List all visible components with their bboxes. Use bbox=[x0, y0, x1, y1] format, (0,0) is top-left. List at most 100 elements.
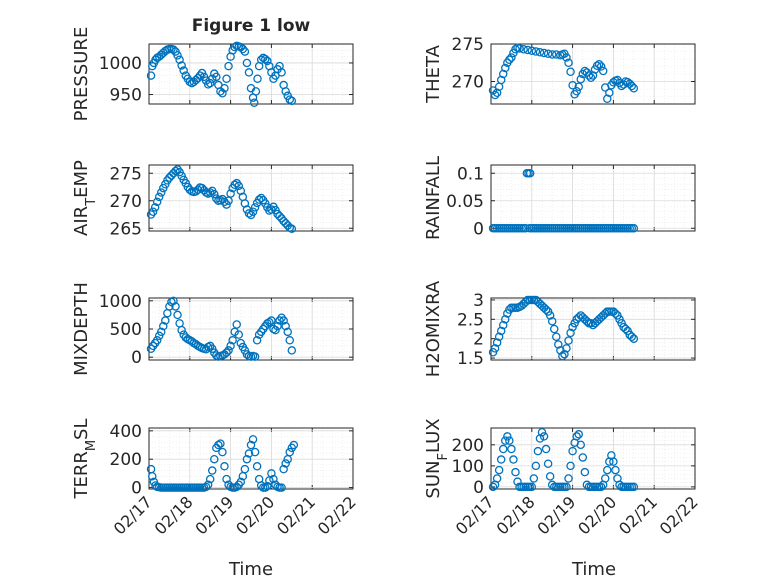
data-point bbox=[574, 82, 583, 92]
data-point bbox=[203, 80, 213, 89]
data-point bbox=[244, 209, 254, 218]
data-point bbox=[207, 74, 217, 83]
data-point bbox=[527, 482, 537, 492]
data-point bbox=[505, 436, 514, 445]
data-point bbox=[554, 340, 563, 349]
data-point bbox=[154, 192, 164, 202]
data-point bbox=[156, 327, 166, 337]
data-point bbox=[261, 483, 270, 492]
y-tick-label: 275 bbox=[452, 35, 484, 55]
y-tick-label: 0 bbox=[473, 219, 484, 239]
data-point bbox=[584, 71, 594, 80]
y-tick-label: 500 bbox=[110, 320, 142, 340]
data-point bbox=[185, 185, 195, 194]
data-point bbox=[212, 194, 221, 203]
data-point bbox=[250, 447, 260, 457]
data-point bbox=[509, 455, 518, 464]
data-point bbox=[242, 454, 252, 464]
data-point bbox=[490, 90, 500, 100]
data-point bbox=[224, 346, 233, 355]
data-point bbox=[609, 78, 618, 87]
data-point bbox=[279, 464, 288, 474]
data-point bbox=[501, 63, 510, 73]
y-axis-label: SUNFLUX bbox=[423, 418, 451, 498]
x-tick-label: 02/20 bbox=[574, 492, 620, 538]
data-point bbox=[148, 471, 157, 481]
data-point bbox=[496, 455, 506, 464]
data-point bbox=[566, 328, 575, 338]
data-point bbox=[236, 477, 246, 487]
data-point bbox=[244, 68, 254, 77]
data-point bbox=[193, 73, 203, 83]
data-point bbox=[220, 83, 229, 93]
y-axis-label: H2OMIXRA bbox=[423, 280, 444, 377]
data-point bbox=[605, 88, 614, 98]
x-tick-label: 02/21 bbox=[615, 492, 661, 538]
subplot-mixdepth: 0 500 1000 MIXDEPTH bbox=[71, 282, 354, 376]
data-point bbox=[627, 81, 637, 91]
data-point bbox=[285, 336, 295, 345]
data-point bbox=[173, 310, 182, 320]
data-point bbox=[171, 302, 180, 311]
plot-frame bbox=[490, 427, 696, 490]
data-point bbox=[207, 466, 217, 475]
data-point bbox=[627, 332, 637, 341]
data-point bbox=[531, 461, 541, 471]
data-point bbox=[146, 71, 156, 80]
data-point bbox=[277, 68, 286, 77]
data-point bbox=[566, 461, 575, 471]
data-point bbox=[171, 166, 180, 176]
data-point bbox=[222, 474, 231, 484]
data-point bbox=[169, 45, 178, 54]
data-point bbox=[222, 74, 231, 83]
data-point bbox=[201, 482, 211, 492]
y-tick-label: 950 bbox=[110, 86, 142, 106]
data-point bbox=[234, 181, 244, 191]
y-axis-label: RAINFALL bbox=[423, 156, 444, 240]
y-tick-label: 1000 bbox=[99, 54, 142, 74]
data-point bbox=[564, 58, 573, 68]
plot-frame bbox=[148, 427, 354, 490]
data-point bbox=[173, 51, 182, 60]
data-point bbox=[263, 56, 272, 66]
data-point bbox=[218, 447, 227, 457]
data-point bbox=[494, 465, 504, 475]
data-point bbox=[501, 436, 510, 445]
data-point bbox=[240, 47, 250, 56]
data-point bbox=[505, 55, 514, 65]
data-point bbox=[611, 465, 620, 475]
data-point bbox=[511, 45, 520, 54]
data-point bbox=[498, 320, 508, 330]
y-tick-label: 200 bbox=[452, 436, 484, 456]
x-axis-label-right: Time bbox=[571, 559, 616, 580]
data-point bbox=[240, 464, 250, 474]
data-point bbox=[224, 61, 233, 71]
data-point bbox=[501, 315, 510, 324]
data-point bbox=[285, 95, 295, 104]
data-point bbox=[150, 203, 160, 212]
data-point bbox=[177, 61, 186, 70]
y-tick-label: 0 bbox=[131, 479, 142, 499]
data-point bbox=[234, 330, 244, 339]
data-point bbox=[252, 336, 262, 345]
data-point bbox=[572, 432, 581, 441]
y-tick-label: 200 bbox=[110, 450, 142, 470]
data-point bbox=[289, 440, 299, 450]
data-point bbox=[564, 336, 573, 345]
data-point bbox=[256, 55, 266, 65]
data-point bbox=[598, 66, 608, 76]
x-tick-label: 02/19 bbox=[533, 492, 579, 538]
figure-title: Figure 1 low bbox=[192, 16, 311, 36]
data-point bbox=[519, 45, 528, 54]
data-point bbox=[253, 74, 262, 83]
data-point bbox=[152, 336, 162, 345]
data-point bbox=[525, 168, 535, 178]
data-point bbox=[507, 53, 516, 62]
data-point bbox=[543, 49, 553, 59]
data-point bbox=[246, 440, 256, 450]
subplot-rainfall: 0 0.05 0.1 RAINFALL bbox=[423, 156, 696, 240]
data-point bbox=[582, 316, 592, 326]
